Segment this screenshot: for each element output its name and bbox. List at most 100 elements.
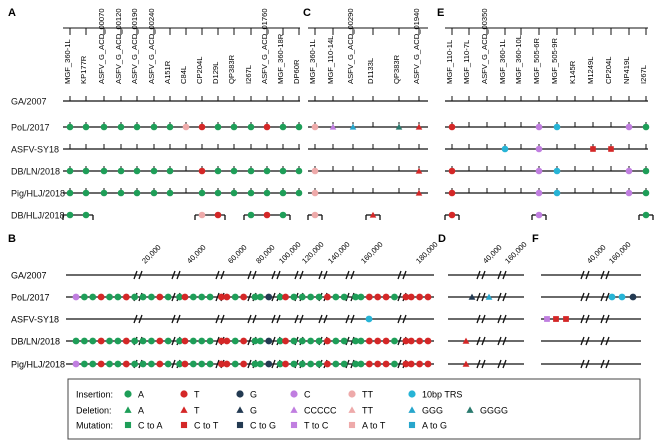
variant-marker (553, 167, 561, 175)
variant-marker (82, 211, 90, 219)
variant-marker (66, 211, 74, 219)
legend-symbol (180, 406, 188, 413)
variant-marker (352, 293, 359, 301)
variant-marker (72, 337, 80, 345)
variant-marker (279, 167, 287, 175)
panel-letter: F (532, 233, 539, 245)
variant-marker (332, 360, 340, 368)
variant-marker (315, 293, 323, 301)
legend-item-label: T to C (304, 421, 329, 431)
variant-marker (365, 293, 373, 301)
variant-marker (166, 123, 174, 131)
variant-marker (198, 189, 206, 197)
variant-marker (66, 189, 74, 197)
variant-marker (265, 337, 273, 345)
strain-row (541, 292, 641, 302)
position-tick-label: 40,000 (585, 243, 608, 266)
variant-marker (407, 293, 415, 301)
variant-marker (448, 189, 456, 197)
panel-letter: A (8, 7, 16, 19)
variant-marker (382, 337, 390, 345)
axis-break (497, 359, 507, 369)
variant-marker (89, 293, 97, 301)
variant-marker (117, 189, 125, 197)
strain-row (448, 314, 524, 324)
gene-label: ASFV_G_ACD_00120 (114, 8, 123, 84)
variant-marker (642, 167, 650, 175)
variant-marker (462, 337, 470, 344)
gene-label: MGF_505-6R (532, 37, 541, 84)
variant-marker (315, 360, 323, 368)
variant-marker (256, 337, 264, 345)
variant-marker (131, 360, 139, 368)
axis-break (397, 314, 407, 324)
axis-break (171, 270, 181, 280)
variant-marker (365, 360, 373, 368)
variant-marker (340, 337, 348, 345)
variant-marker (206, 337, 214, 345)
variant-marker (106, 337, 113, 345)
strain-row (448, 292, 524, 302)
variant-marker (82, 123, 90, 131)
gene-label: CP204L (604, 57, 613, 84)
variant-marker (298, 360, 306, 368)
variant-marker (276, 337, 284, 345)
position-tick-label: 100,000 (277, 240, 303, 266)
variant-marker (485, 293, 493, 300)
legend-item-label: TT (362, 406, 373, 416)
gene-label: CP204L (195, 57, 204, 84)
variant-marker (265, 293, 273, 301)
variant-marker (295, 167, 303, 175)
axis-break (476, 359, 486, 369)
legend-symbol (180, 421, 188, 429)
variant-marker (139, 360, 147, 368)
legend-item-label: A (138, 406, 144, 416)
legend-symbol (290, 421, 298, 429)
variant-marker (311, 189, 319, 197)
variant-marker (181, 360, 189, 368)
variant-marker (468, 293, 476, 300)
variant-marker (590, 146, 596, 152)
position-tick-label: 160,000 (607, 240, 633, 266)
variant-marker (553, 189, 561, 197)
variant-marker (72, 293, 80, 301)
strain-row (63, 188, 303, 197)
variant-marker (311, 167, 319, 175)
variant-marker (535, 145, 543, 153)
variant-marker (416, 360, 424, 368)
gene-label: A151R (163, 60, 172, 84)
gene-label: MGF_505-9R (550, 37, 559, 84)
variant-marker (424, 337, 432, 345)
legend-item-label: T (194, 406, 200, 416)
strain-label: GA/2007 (11, 271, 47, 281)
variant-marker (315, 337, 323, 345)
strain-row (541, 359, 641, 369)
legend-symbol (124, 406, 132, 413)
variant-marker (535, 123, 543, 131)
axis-break (476, 292, 486, 302)
variant-marker (206, 360, 214, 368)
variant-marker (608, 293, 616, 301)
gene-label: MGF_360-1L (63, 39, 72, 84)
variant-marker (642, 189, 650, 197)
variant-marker (223, 293, 231, 301)
variant-marker (369, 211, 377, 218)
variant-marker (424, 360, 432, 368)
position-tick-label: 40,000 (481, 243, 504, 266)
axis-break (497, 270, 507, 280)
axis-break (476, 336, 486, 346)
variant-marker (391, 360, 398, 368)
gene-label: C84L (179, 66, 188, 84)
variant-marker (365, 315, 373, 323)
variant-marker (240, 360, 248, 368)
strain-label: DB/LN/2018 (11, 337, 60, 347)
legend-symbol (348, 406, 356, 413)
variant-marker (164, 360, 172, 368)
variant-marker (263, 123, 271, 131)
position-tick-label: 160,000 (503, 240, 529, 266)
variant-marker (214, 189, 222, 197)
variant-marker (133, 167, 141, 175)
variant-marker (100, 167, 108, 175)
axis-break (247, 314, 257, 324)
